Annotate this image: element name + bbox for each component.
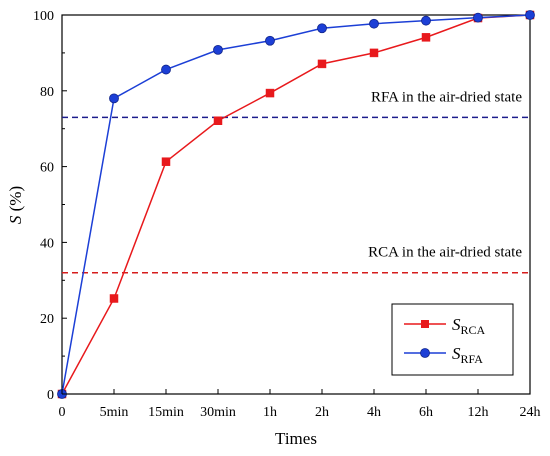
- data-point-rca: [265, 88, 275, 98]
- data-point-rca: [213, 116, 223, 125]
- legend-marker: [421, 320, 429, 328]
- y-axis-title-symbol: S: [6, 215, 25, 224]
- data-point-rca: [317, 59, 327, 69]
- data-point-rca: [161, 157, 171, 166]
- y-tick-label: 0: [47, 388, 54, 403]
- y-tick-label: 20: [40, 312, 54, 327]
- series-line-rfa: [61, 14, 531, 395]
- x-axis: 0 5min 15min 30min 1h 2h 4h 6h 12h 24h: [59, 389, 541, 420]
- data-point-rfa: [161, 64, 171, 75]
- y-tick-label: 100: [33, 9, 54, 24]
- reference-line-label: RCA in the air-dried state: [368, 245, 522, 261]
- data-point-rfa: [265, 35, 275, 46]
- legend-label: SRCA: [452, 315, 486, 337]
- data-point-rfa: [109, 93, 119, 104]
- data-point-rfa: [317, 23, 327, 34]
- series-line-rca: [61, 14, 531, 395]
- y-axis-title-unit: (%): [6, 186, 25, 216]
- x-tick-label: 24h: [520, 405, 541, 420]
- y-tick-label: 60: [40, 161, 54, 176]
- legend-marker: [420, 348, 430, 358]
- series-layer: [57, 10, 535, 399]
- y-axis: 0 20 40 60 80 100: [33, 9, 67, 403]
- y-tick-label: 80: [40, 85, 54, 100]
- x-tick-label: 0: [59, 405, 66, 420]
- data-point-rfa: [525, 10, 535, 20]
- legend-label: SRFA: [452, 344, 483, 366]
- data-point-rfa: [473, 12, 483, 23]
- x-tick-label: 30min: [200, 405, 236, 420]
- x-tick-label: 12h: [468, 405, 489, 420]
- x-tick-label: 2h: [315, 405, 329, 420]
- data-point-rfa: [213, 44, 223, 55]
- x-tick-label: 1h: [263, 405, 277, 420]
- reference-lines: RFA in the air-dried state RCA in the air…: [62, 89, 530, 274]
- x-tick-label: 4h: [367, 405, 381, 420]
- legend-box: [391, 303, 514, 376]
- x-tick-label: 5min: [100, 405, 129, 420]
- data-point-rfa: [369, 18, 379, 29]
- x-tick-label: 6h: [419, 405, 433, 420]
- data-point-rca: [109, 294, 119, 303]
- legend-label-subscript: RFA: [461, 352, 484, 366]
- x-tick-label: 15min: [148, 405, 184, 420]
- data-point-rfa: [421, 15, 431, 26]
- legend-label-symbol: S: [452, 315, 461, 334]
- legend-label-symbol: S: [452, 344, 461, 363]
- data-point-rca: [369, 48, 379, 58]
- y-axis-title: S (%): [6, 186, 25, 224]
- reference-line-label: RFA in the air-dried state: [371, 89, 522, 105]
- data-point-rca: [421, 33, 431, 42]
- legend-label-subscript: RCA: [461, 323, 486, 337]
- y-tick-label: 40: [40, 236, 54, 251]
- x-axis-title: Times: [275, 429, 317, 448]
